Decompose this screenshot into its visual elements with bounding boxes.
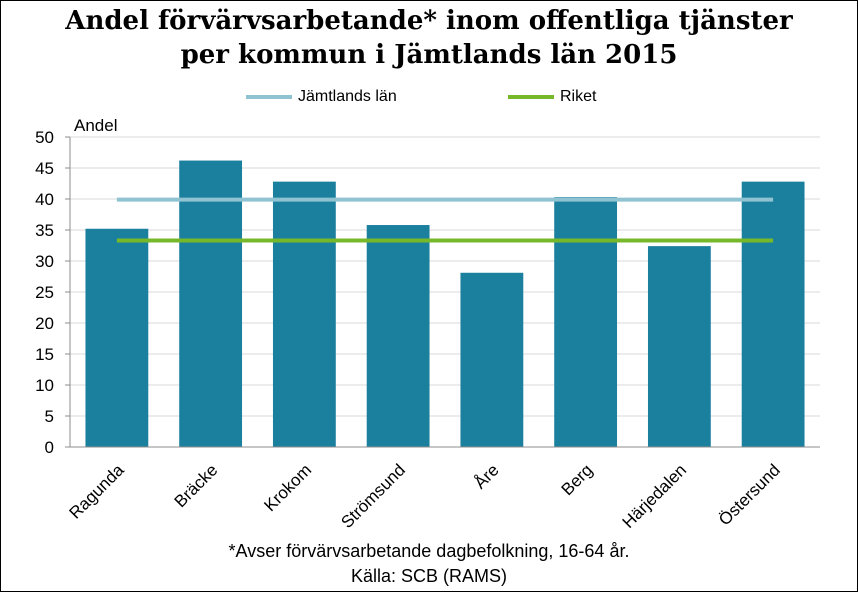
chart-title-line-2: per kommun i Jämtlands län 2015 <box>180 40 678 70</box>
footnote-line-1: *Avser förvärvsarbetande dagbefolkning, … <box>228 541 630 561</box>
x-tick-label: Berg <box>558 460 597 499</box>
y-tick-label: 30 <box>35 252 54 271</box>
x-tick-label: Härjedalen <box>619 460 691 532</box>
bar-1 <box>85 228 149 447</box>
bar-6 <box>554 197 618 447</box>
bar-3 <box>272 181 336 447</box>
bar-2 <box>179 160 243 447</box>
footnote-source: Källa: SCB (RAMS) <box>350 566 508 586</box>
x-tick-label: Åre <box>471 460 503 492</box>
x-tick-label: Ragunda <box>65 460 128 523</box>
x-tick-label: Strömsund <box>337 460 409 532</box>
y-tick-label: 15 <box>35 345 54 364</box>
y-tick-label: 5 <box>45 407 54 426</box>
y-tick-label: 45 <box>35 159 54 178</box>
bars <box>85 160 805 447</box>
x-tick-label: Bräcke <box>171 460 222 511</box>
legend-item-riket: Riket <box>508 86 596 108</box>
bar-7 <box>647 246 711 447</box>
y-axis-title: Andel <box>74 116 117 135</box>
y-tick-label: 0 <box>45 438 54 457</box>
chart-title: Andel förvärvsarbetande* inom offentliga… <box>0 4 858 72</box>
x-tick-label: Östersund <box>715 460 784 529</box>
x-tick-label: Krokom <box>260 460 315 515</box>
y-tick-label: 10 <box>35 376 54 395</box>
y-tick-label: 40 <box>35 190 54 209</box>
y-tick-label: 35 <box>35 221 54 240</box>
legend-label-riket: Riket <box>560 88 597 105</box>
legend-item-jamtlands-lan: Jämtlands län <box>246 86 397 108</box>
y-tick-label: 25 <box>35 283 54 302</box>
chart-legend: Jämtlands län Riket <box>0 86 858 108</box>
bar-5 <box>460 272 524 447</box>
reference-lines <box>116 197 774 243</box>
bar-4 <box>366 225 430 447</box>
legend-label-jamtlands-lan: Jämtlands län <box>298 88 397 105</box>
legend-swatch-riket <box>508 95 554 99</box>
y-tick-label: 50 <box>35 128 54 147</box>
y-tick-label: 20 <box>35 314 54 333</box>
legend-swatch-jamtlands-lan <box>246 95 292 99</box>
bar-8 <box>741 181 805 447</box>
chart-title-line-1: Andel förvärvsarbetande* inom offentliga… <box>65 6 793 36</box>
